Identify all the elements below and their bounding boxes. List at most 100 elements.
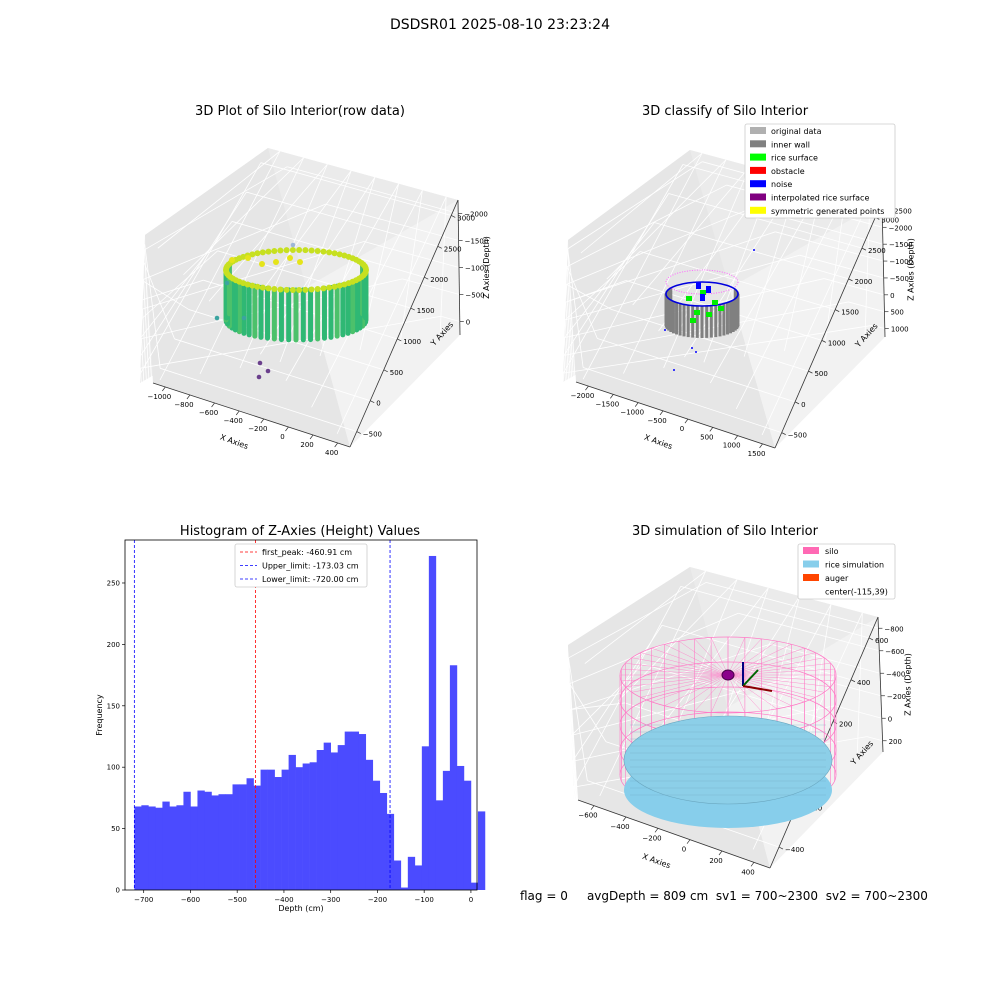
grid-line — [568, 657, 588, 781]
z-axis-label: Z Axies (Depth) — [482, 236, 491, 299]
histogram-bar — [162, 801, 170, 890]
grid-line — [287, 166, 459, 214]
x-tick-label: −500 — [228, 896, 247, 904]
x-tick-label: 0 — [680, 425, 684, 433]
legend-label: original data — [771, 127, 822, 136]
legend-label: Upper_limit: -173.03 cm — [262, 562, 359, 571]
y-tick-label: 0 — [376, 400, 380, 408]
grid-line — [668, 193, 863, 249]
grid-line — [217, 250, 411, 309]
grid-line — [569, 683, 607, 742]
grid-line — [174, 338, 371, 402]
silo-roof-spoke — [631, 657, 729, 676]
z-tick-label: −2000 — [889, 224, 913, 232]
histogram-bar — [225, 794, 233, 890]
grid-line — [569, 612, 739, 685]
grid-line — [363, 241, 460, 268]
grid-line — [571, 674, 803, 736]
grid-line — [823, 278, 885, 296]
silo-roof-spoke — [727, 674, 825, 693]
grid-line — [570, 709, 577, 801]
y-tick-label: 1500 — [841, 309, 859, 317]
axis-line — [152, 382, 351, 448]
z-tick-label: −1000 — [465, 265, 489, 273]
avg-depth-text: avgDepth = 809 cm — [586, 889, 709, 903]
grid-line — [864, 198, 871, 340]
rice-surface-patch — [686, 296, 692, 301]
silo-ring — [619, 636, 837, 714]
histogram-bar — [253, 785, 261, 890]
grid-line — [568, 657, 579, 801]
x-tick-label: −600 — [181, 896, 200, 904]
histogram-bar — [134, 806, 142, 890]
x-tick-label: −1000 — [147, 393, 171, 401]
sv2-text: sv2 = 700~2300 — [825, 889, 928, 903]
plot-frame — [124, 539, 478, 891]
y-tick — [848, 278, 853, 282]
histogram-bar — [372, 780, 381, 890]
x-tick-label: −800 — [174, 401, 193, 409]
histogram-bar — [295, 767, 303, 890]
outlier-point — [241, 315, 247, 321]
silo-roof-spoke — [710, 674, 729, 713]
point — [277, 286, 284, 293]
x-tick — [610, 394, 614, 399]
grid-line — [336, 196, 447, 434]
silo-roof-spoke — [678, 674, 729, 710]
outlier-point — [265, 368, 271, 374]
histogram-bar — [407, 856, 416, 890]
grid-line — [562, 373, 565, 383]
noise-ring — [665, 281, 739, 307]
grid-line — [564, 319, 570, 383]
histogram-plot: −700 −600 −500 −400 −300 −200 −100 0 0 50 100 150 20… — [95, 539, 486, 913]
point — [320, 285, 327, 292]
x-axis-label: Depth (cm) — [278, 904, 323, 913]
grid-line — [567, 248, 576, 383]
y-tick-label: −500 — [363, 431, 382, 439]
legend-swatch — [750, 166, 766, 174]
grid-line — [159, 151, 281, 381]
point — [297, 259, 303, 265]
histogram-bar — [470, 882, 479, 890]
grid-line — [775, 231, 884, 262]
grid-line — [571, 663, 644, 736]
silo-roof-spoke — [727, 668, 835, 676]
y-tick-label: 500 — [390, 369, 403, 377]
grid-line — [566, 266, 574, 383]
rice-surface-patch — [700, 290, 706, 295]
raw-plot-title: 3D Plot of Silo Interior(row data) — [195, 104, 405, 119]
z-tick-label: −500 — [465, 292, 484, 300]
grid-line — [567, 248, 584, 368]
histogram-bar — [148, 806, 156, 890]
grid-line — [144, 166, 288, 251]
grid-line — [144, 249, 153, 384]
point — [341, 281, 348, 288]
grid-line — [199, 157, 304, 375]
x-tick — [260, 418, 265, 424]
z-tick-label: 0 — [888, 715, 892, 723]
x-tick — [684, 418, 689, 424]
grid-line — [564, 278, 825, 339]
legend-label: interpolated rice surface — [771, 194, 869, 203]
noise-patch — [706, 286, 711, 293]
y-tick — [781, 432, 786, 435]
classify-plot-title: 3D classify of Silo Interior — [641, 104, 809, 119]
grid-line — [654, 222, 849, 280]
legend-swatch — [750, 140, 766, 148]
axis-arrow — [742, 669, 759, 687]
flag-text: flag = 0 — [520, 889, 568, 903]
noise-point — [673, 369, 675, 371]
grid-line — [597, 338, 796, 403]
x-tick-label: 0 — [280, 433, 284, 441]
silo-roof-spoke — [727, 657, 825, 676]
sv1-text: sv1 = 700~2300 — [715, 889, 819, 903]
y-tick — [808, 370, 813, 374]
grid-line — [564, 222, 655, 338]
y-tick — [861, 247, 867, 251]
x-tick-label: −1000 — [620, 409, 644, 417]
z-tick-label: −1500 — [465, 238, 489, 246]
grid-line — [709, 185, 823, 384]
noise-point — [753, 249, 755, 251]
legend-frame — [744, 123, 896, 219]
grid-line — [142, 279, 204, 301]
